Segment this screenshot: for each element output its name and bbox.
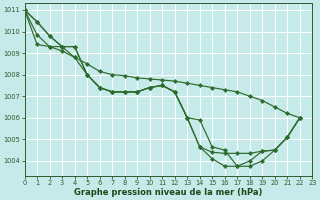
X-axis label: Graphe pression niveau de la mer (hPa): Graphe pression niveau de la mer (hPa)	[74, 188, 263, 197]
